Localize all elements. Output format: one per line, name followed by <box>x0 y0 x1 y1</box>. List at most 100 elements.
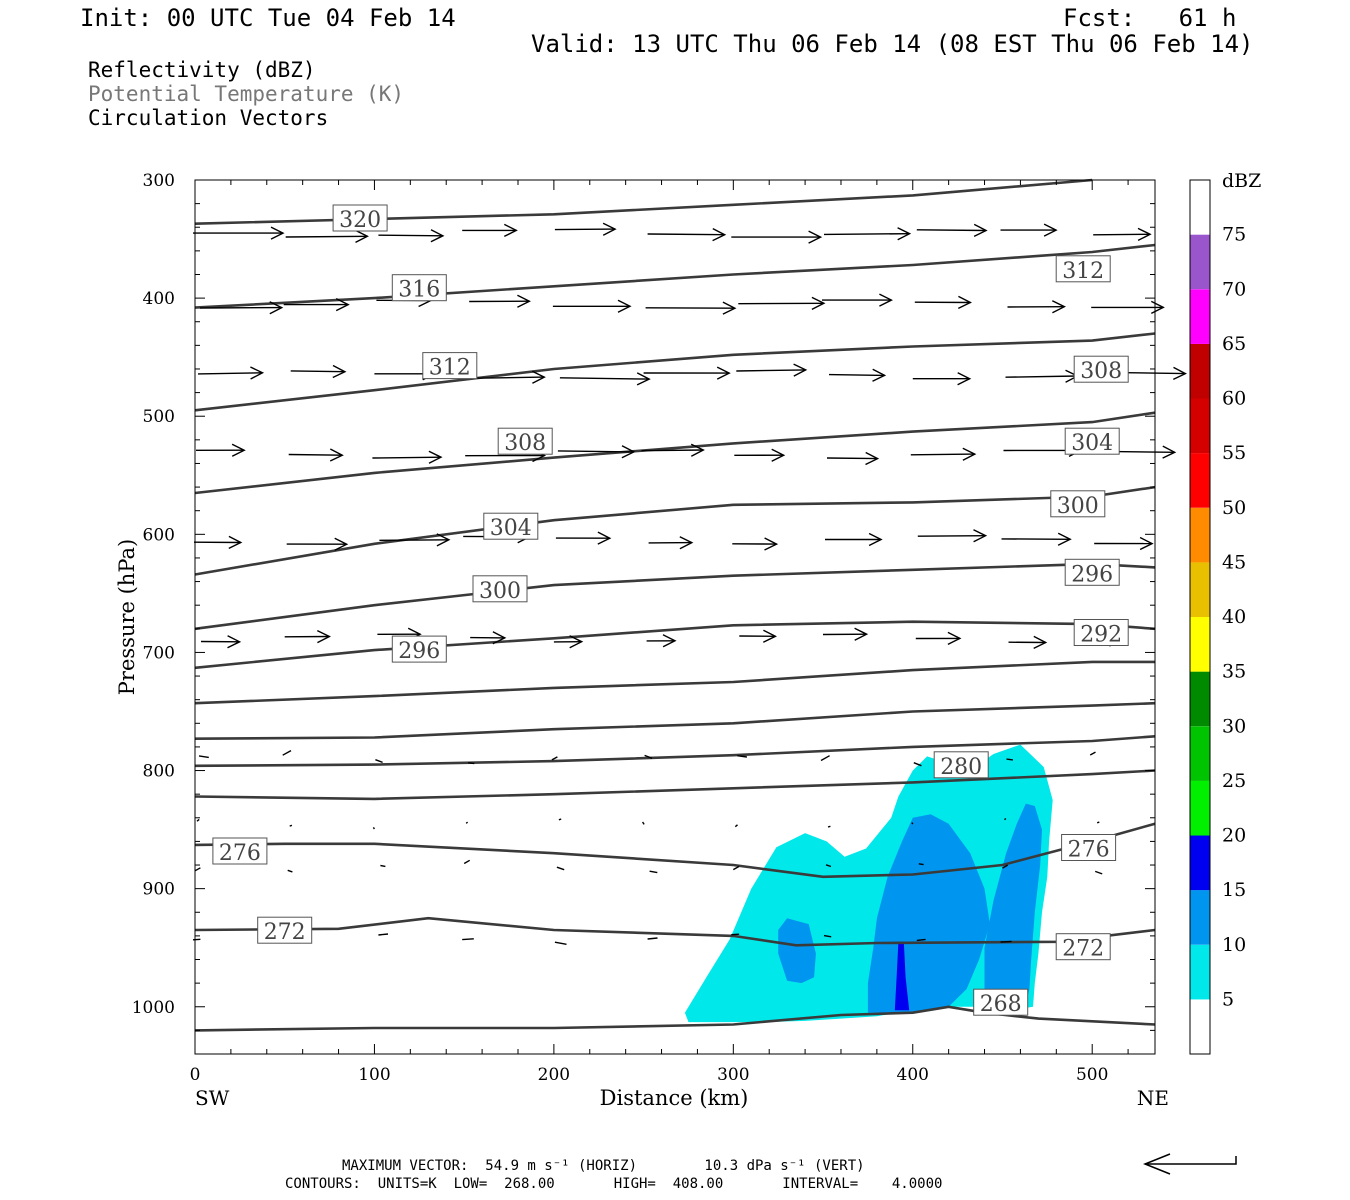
contour-info-note: CONTOURS: UNITS=K LOW= 268.00 HIGH= 408.… <box>285 1176 943 1192</box>
colorbar-label: 25 <box>1222 770 1246 792</box>
circulation-vector <box>641 449 704 452</box>
contour-label: 280 <box>940 755 982 780</box>
contour-label-box <box>1055 255 1111 283</box>
contour-label-box <box>1073 619 1129 646</box>
contour-label: 308 <box>504 431 546 456</box>
x-axis-label: Distance (km) <box>600 1086 749 1110</box>
colorbar-label: 75 <box>1222 224 1246 246</box>
contour-label: 272 <box>1062 937 1104 962</box>
colorbar-label: 35 <box>1222 661 1246 683</box>
reflectivity-area-15 <box>894 941 910 1011</box>
contour-label-box <box>1064 558 1120 586</box>
contour-label-box <box>472 575 528 603</box>
circulation-vector-head <box>1051 300 1066 314</box>
colorbar-label: 70 <box>1222 278 1246 300</box>
colorbar-segment <box>1190 453 1210 508</box>
isentrope-280 <box>194 735 1156 768</box>
circulation-vector-head <box>355 229 369 244</box>
circulation-vector <box>911 822 914 825</box>
circulation-vector-head <box>329 448 344 462</box>
contour-label-box <box>973 988 1029 1016</box>
circulation-vector-head <box>1172 366 1187 381</box>
circulation-vector-head <box>854 627 869 641</box>
circulation-vector-head <box>947 631 962 646</box>
circulation-vector-head <box>1057 532 1072 546</box>
circulation-vector-head <box>690 443 705 457</box>
circulation-vector <box>379 539 449 541</box>
contour-label-box <box>391 635 447 663</box>
contour-label: 276 <box>219 841 261 866</box>
isentrope-312 <box>194 332 1156 412</box>
colorbar-segment <box>1190 398 1210 454</box>
contour-label-box <box>332 204 388 232</box>
y-tick-label: 500 <box>143 407 175 427</box>
reflectivity-area-10 <box>984 803 1042 1017</box>
valid-time: Valid: 13 UTC Thu 06 Feb 14 (08 EST Thu … <box>531 30 1254 58</box>
colorbar-segment <box>1190 944 1210 1000</box>
circulation-vector-head <box>973 529 988 543</box>
circulation-vector <box>1002 864 1009 869</box>
circulation-vector <box>910 453 975 456</box>
contour-label-box <box>1055 933 1111 961</box>
circulation-vector-head <box>1162 445 1177 459</box>
isentrope-line-5 <box>194 701 1156 740</box>
circulation-vector <box>380 864 386 868</box>
contour-label: 276 <box>1068 838 1110 863</box>
circulation-vector <box>828 373 885 377</box>
isentrope-line-6 <box>194 660 1155 705</box>
circulation-vector <box>826 457 878 460</box>
contour-label-layer: 320 316 312 308 304 300 296 280 276 272 268 312 308 3… <box>212 204 1129 1017</box>
circulation-vector <box>825 864 832 868</box>
contour-label: 320 <box>339 208 381 233</box>
circulation-vector-head <box>569 635 584 649</box>
circulation-vector <box>288 453 343 456</box>
circulation-vector-head <box>662 634 677 648</box>
colorbar-segment <box>1190 999 1210 1055</box>
circulation-vector <box>820 755 830 762</box>
circulation-vector <box>1089 751 1096 756</box>
contour-label-box <box>1064 427 1120 455</box>
legend-reflectivity: Reflectivity (dBZ) <box>88 58 316 82</box>
circulation-vector-head <box>1139 536 1154 551</box>
circulation-vector-head <box>771 448 786 462</box>
circulation-vector <box>827 825 831 828</box>
circulation-vector-head <box>762 629 777 643</box>
x-tick-label: 200 <box>538 1065 570 1085</box>
contour-label: 304 <box>490 516 532 541</box>
contour-label-box <box>1061 834 1117 861</box>
circulation-vector <box>916 229 987 232</box>
circulation-vector <box>282 749 292 756</box>
circulation-vector <box>463 859 471 865</box>
x-tick-label: 0 <box>190 1065 201 1085</box>
circulation-vector <box>649 870 658 874</box>
circulation-vector <box>913 762 922 767</box>
circulation-vector-head <box>231 443 246 457</box>
isentrope-320 <box>194 178 1093 225</box>
contour-label: 296 <box>1071 562 1113 587</box>
circulation-vector-head <box>865 451 880 466</box>
circulation-vector <box>1000 940 1012 943</box>
circulation-vector-head <box>436 533 451 547</box>
colorbar-label: 65 <box>1222 333 1246 355</box>
circulation-vector <box>916 938 926 942</box>
contour-label-box <box>933 751 989 779</box>
x-tick-label: 400 <box>897 1065 929 1085</box>
circulation-vector-head <box>492 631 507 645</box>
circulation-vector <box>462 938 474 941</box>
y-tick-label: 600 <box>143 525 175 545</box>
isentrope-272 <box>194 916 1156 947</box>
circulation-vector-head <box>1043 223 1058 237</box>
contour-label-box <box>1073 355 1129 383</box>
x-tick-label: 300 <box>717 1065 749 1085</box>
circulation-vector-head <box>793 363 808 377</box>
circulation-vector-head <box>1033 635 1048 650</box>
circulation-vector <box>823 233 910 236</box>
forecast-hour: Fcst: 61 h <box>1063 4 1237 32</box>
reflectivity-area-10 <box>778 918 816 984</box>
circulation-vector <box>917 535 986 537</box>
circulation-vector-head <box>597 531 612 545</box>
y-axis-label: Pressure (hPa) <box>115 539 139 695</box>
circulation-vector-head <box>957 295 972 310</box>
colorbar-label: 50 <box>1222 497 1246 519</box>
